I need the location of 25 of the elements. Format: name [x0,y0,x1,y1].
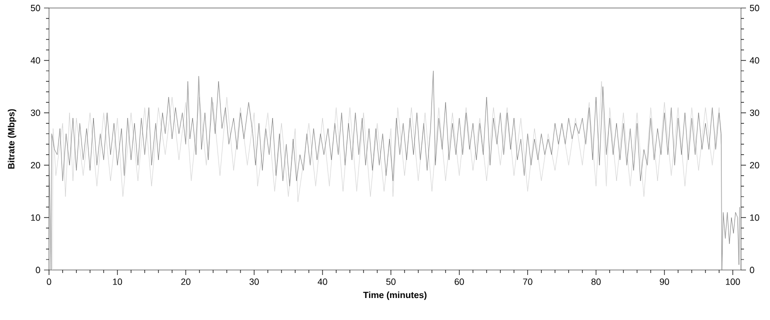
y2-tick-label: 40 [750,57,760,64]
x-tick-label: 0 [46,278,52,285]
x-tick-label: 80 [591,278,601,285]
y-tick-label: 30 [30,110,40,116]
y-tick-label: 50 [30,4,40,12]
y-tick-label: 10 [31,214,40,221]
y-tick-label: 40 [30,57,40,64]
y-axis-title: Bitrate (Mbps) [8,109,16,169]
y2-tick-label: 0 [750,266,754,274]
y2-tick-label: 20 [750,162,760,168]
y-tick-label: 20 [30,162,40,168]
x-tick-label: 60 [454,278,464,285]
y-tick-label: 0 [36,266,40,274]
x-tick-label: 100 [726,278,740,285]
y2-tick-label: 50 [750,4,760,12]
x-tick-label: 70 [523,278,532,285]
y2-tick-label: 30 [750,110,760,116]
x-tick-label: 90 [660,278,670,285]
x-axis-title: Time (minutes) [363,292,426,300]
x-tick-label: 30 [249,278,259,285]
y2-tick-label: 10 [750,214,760,221]
x-tick-label: 50 [386,278,396,285]
x-tick-label: 40 [318,278,328,285]
x-tick-label: 10 [113,278,122,285]
x-tick-label: 20 [181,278,190,285]
